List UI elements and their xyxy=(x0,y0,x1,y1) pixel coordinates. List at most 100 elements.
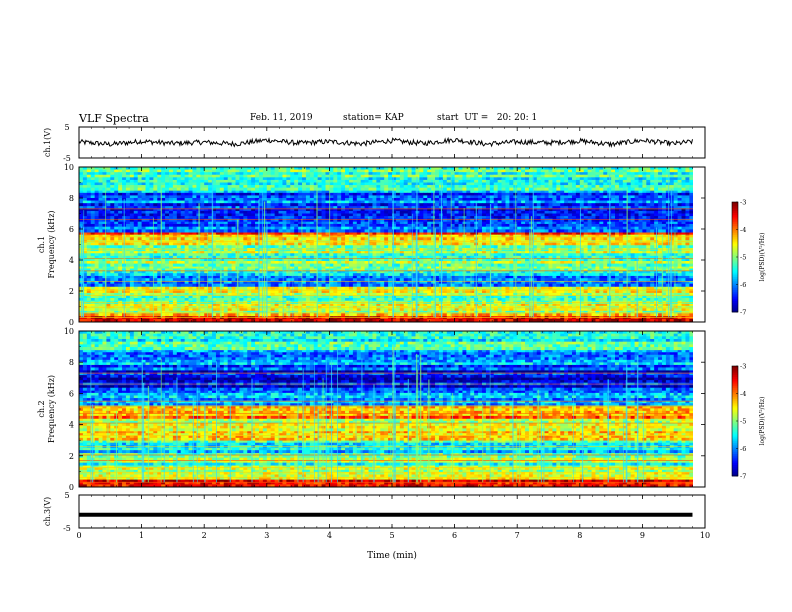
spectrogram-cell xyxy=(509,270,514,274)
spectrogram-cell xyxy=(114,303,119,307)
spectrogram-cell xyxy=(153,283,158,287)
spectrogram-cell xyxy=(540,273,545,276)
spectrogram-cell xyxy=(180,278,186,282)
spectrogram-cell xyxy=(478,250,483,254)
spectrogram-cell xyxy=(313,300,319,304)
spectrogram-cell xyxy=(364,295,369,299)
spectrogram-cell xyxy=(677,297,682,302)
spectrogram-cell xyxy=(677,270,682,274)
spectrogram-cell xyxy=(446,295,452,299)
spectrogram-cell xyxy=(431,261,436,265)
spectrogram-cell xyxy=(309,258,315,262)
spectrogram-cell xyxy=(286,263,291,267)
spectrogram-cell xyxy=(118,313,123,317)
spectrogram-cell xyxy=(544,261,549,265)
spectrogram-cell xyxy=(137,308,142,312)
spectrogram-cell xyxy=(681,278,686,282)
spectrogram-cell xyxy=(110,258,115,262)
spectrogram-cell xyxy=(403,261,409,265)
spectrogram-cell xyxy=(599,292,604,296)
spectrogram-cell xyxy=(98,245,103,249)
spectrogram-cell xyxy=(419,303,424,307)
spectrogram-cell xyxy=(129,247,135,252)
spectrogram-cell xyxy=(258,261,264,265)
spectrogram-cell xyxy=(685,297,690,302)
spectrogram-cell xyxy=(564,280,569,285)
spectrogram-cell xyxy=(548,280,553,285)
spectrogram-cell xyxy=(278,283,283,287)
spectrogram-cell xyxy=(505,289,510,293)
spectrogram-cell xyxy=(215,297,221,302)
spectrogram-cell xyxy=(525,275,530,279)
spectrogram-cell xyxy=(157,292,162,296)
spectrogram-cell xyxy=(442,250,448,254)
spectrogram-cell xyxy=(548,270,553,274)
spectrogram-cell xyxy=(517,310,522,314)
spectrogram-cell xyxy=(583,289,589,293)
spectrogram-cell xyxy=(133,250,139,254)
spectrogram-cell xyxy=(427,250,432,254)
spectrogram-cell xyxy=(364,258,369,262)
spectrogram-cell xyxy=(407,273,412,276)
spectrogram-cell xyxy=(278,313,283,317)
spectrogram-cell xyxy=(525,297,530,302)
spectrogram-cell xyxy=(168,258,174,262)
spectrogram-cell xyxy=(309,292,315,296)
spectrogram-cell xyxy=(102,247,107,252)
spectrogram-cell xyxy=(485,310,491,314)
spectrogram-cell xyxy=(419,280,424,285)
spectrogram-cell xyxy=(501,242,506,246)
spectrogram-cell xyxy=(184,278,189,282)
spectrogram-cell xyxy=(90,318,96,323)
spectrogram-cell xyxy=(325,295,330,299)
spectrogram-cell xyxy=(509,278,514,282)
spectrogram-cell xyxy=(82,278,88,282)
spectrogram-cell xyxy=(102,255,107,259)
spectrogram-cell xyxy=(247,297,252,302)
spectrogram-cell xyxy=(255,266,260,269)
spectrogram-cell xyxy=(575,278,581,282)
spectrogram-cell xyxy=(603,286,608,290)
spectrogram-cell xyxy=(454,295,459,299)
spectrogram-cell xyxy=(313,266,319,269)
spectrogram-cell xyxy=(458,308,463,312)
spectrogram-cell xyxy=(348,295,354,299)
spectrogram-cell xyxy=(157,308,162,312)
spectrogram-cell xyxy=(258,250,264,254)
spectrogram-cell xyxy=(208,258,213,262)
spectrogram-cell xyxy=(571,261,577,265)
spectrogram-cell xyxy=(176,250,182,254)
spectrogram-cell xyxy=(215,295,221,299)
spectrogram-cell xyxy=(501,280,506,285)
spectrogram-cell xyxy=(352,270,358,274)
spectrogram-cell xyxy=(176,253,182,257)
spectrogram-cell xyxy=(446,278,452,282)
spectrogram-cell xyxy=(94,258,99,262)
spectrogram-cell xyxy=(458,313,463,317)
spectrogram-cell xyxy=(212,283,217,287)
spectrogram-cell xyxy=(313,297,319,302)
spectrogram-cell xyxy=(247,308,252,312)
spectrogram-cell xyxy=(403,313,409,317)
spectrogram-cell xyxy=(442,283,448,287)
spectrogram-cell xyxy=(305,255,311,259)
spectrogram-cell xyxy=(454,292,459,296)
spectrogram-cell xyxy=(223,255,229,259)
spectrogram-cell xyxy=(223,310,229,314)
spectrogram-cell xyxy=(528,318,534,323)
spectrogram-cell xyxy=(658,250,663,254)
spectrogram-cell xyxy=(548,253,553,257)
spectrogram-cell xyxy=(493,268,499,272)
spectrogram-cell xyxy=(309,310,315,314)
spectrogram-cell xyxy=(204,273,209,276)
spectrogram-cell xyxy=(415,286,420,290)
spectrogram-cell xyxy=(168,268,174,272)
spectrogram-cell xyxy=(575,245,581,249)
spectrogram-cell xyxy=(282,278,287,282)
spectrogram-cell xyxy=(646,258,651,262)
spectrogram-cell xyxy=(90,266,96,269)
spectrogram-cell xyxy=(583,250,589,254)
spectrogram-cell xyxy=(145,266,150,269)
spectrogram-cell xyxy=(94,255,99,259)
spectrogram-cell xyxy=(227,266,232,269)
